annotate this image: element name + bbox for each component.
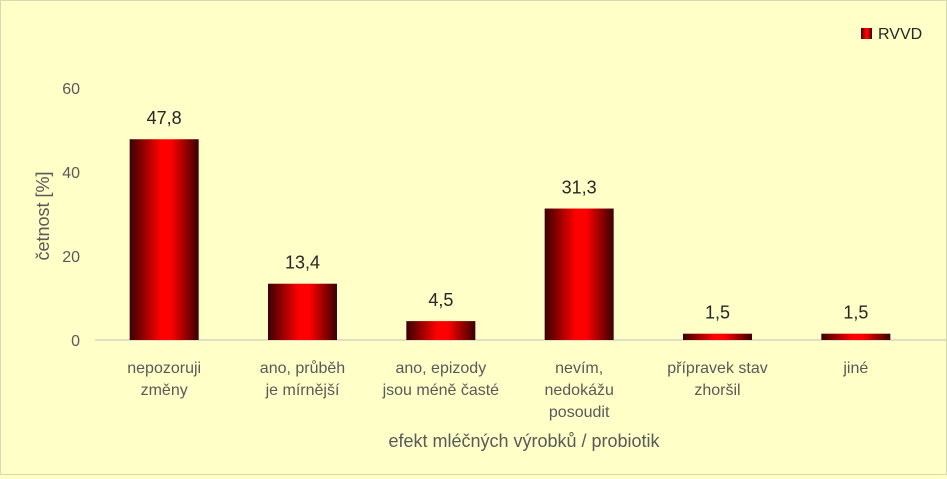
y-tick-label: 40 — [62, 165, 80, 182]
data-label: 13,4 — [285, 253, 320, 273]
category-label: přípravek stav — [667, 360, 767, 377]
x-axis-title: efekt mléčných výrobků / probiotik — [388, 431, 660, 451]
category-label: je mírnější — [265, 382, 340, 399]
y-tick-label: 60 — [62, 81, 80, 98]
category-label: ano, průběh — [260, 359, 345, 377]
category-label: ano, epizody — [395, 360, 486, 377]
category-label: nedokážu — [544, 382, 613, 399]
y-tick-label: 20 — [62, 249, 80, 266]
category-label: jsou méně časté — [382, 382, 500, 399]
category-label: nevím, — [555, 360, 603, 377]
data-label: 1,5 — [705, 303, 730, 323]
y-axis-title: četnost [%] — [33, 171, 53, 260]
legend: RVVD — [861, 26, 922, 43]
data-label: 47,8 — [147, 108, 182, 128]
bars — [129, 139, 891, 340]
data-label: 4,5 — [428, 290, 453, 310]
bar — [821, 333, 891, 340]
bar — [544, 208, 614, 340]
bar — [129, 139, 199, 340]
category-label: změny — [141, 382, 188, 399]
bar — [268, 283, 337, 340]
bar — [683, 333, 752, 340]
category-label: jiné — [842, 360, 868, 377]
category-label: posoudit — [549, 404, 610, 421]
data-label: 1,5 — [843, 303, 868, 323]
category-label: nepozoruji — [127, 360, 201, 377]
y-tick-label: 0 — [71, 333, 80, 350]
data-label: 31,3 — [562, 178, 597, 198]
bar — [406, 321, 476, 340]
category-labels: nepozoruji změny ano, průběh je mírnější ano… — [127, 359, 868, 421]
legend-swatch — [861, 28, 872, 39]
category-label: zhoršil — [694, 382, 740, 399]
y-axis-ticks: 0 20 40 60 — [62, 81, 80, 350]
data-labels: 47,8 13,4 4,5 31,3 1,5 1,5 — [147, 108, 869, 322]
legend-label: RVVD — [878, 26, 922, 43]
